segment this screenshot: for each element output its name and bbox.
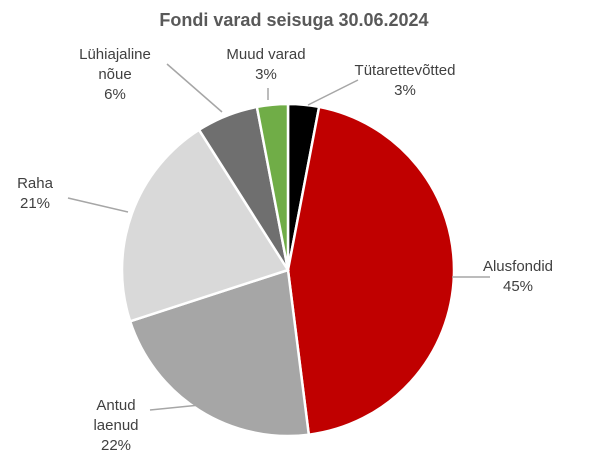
pie-slice [128, 268, 311, 438]
category-label: Antud laenud [93, 397, 138, 434]
value-label: 21% [20, 195, 50, 212]
value-label: 6% [104, 86, 126, 103]
category-label: Lühiajaline nõue [79, 46, 151, 83]
value-label: 3% [255, 66, 277, 83]
category-label: Alusfondid [483, 258, 553, 275]
leader-line [67, 197, 129, 213]
leader-line [149, 404, 201, 411]
value-label: 3% [394, 82, 416, 99]
leader-line [166, 63, 223, 113]
leader-line [307, 79, 359, 106]
value-label: 22% [101, 437, 131, 454]
category-label: Tütarettevõtted [355, 62, 456, 79]
pie-slice [120, 128, 290, 323]
category-label: Muud varad [226, 46, 305, 63]
pie-slice [255, 102, 290, 271]
category-label: Raha [17, 175, 54, 192]
value-label: 45% [503, 278, 533, 295]
pie-slice [286, 105, 456, 437]
chart-title: Fondi varad seisuga 30.06.2024 [159, 10, 428, 30]
